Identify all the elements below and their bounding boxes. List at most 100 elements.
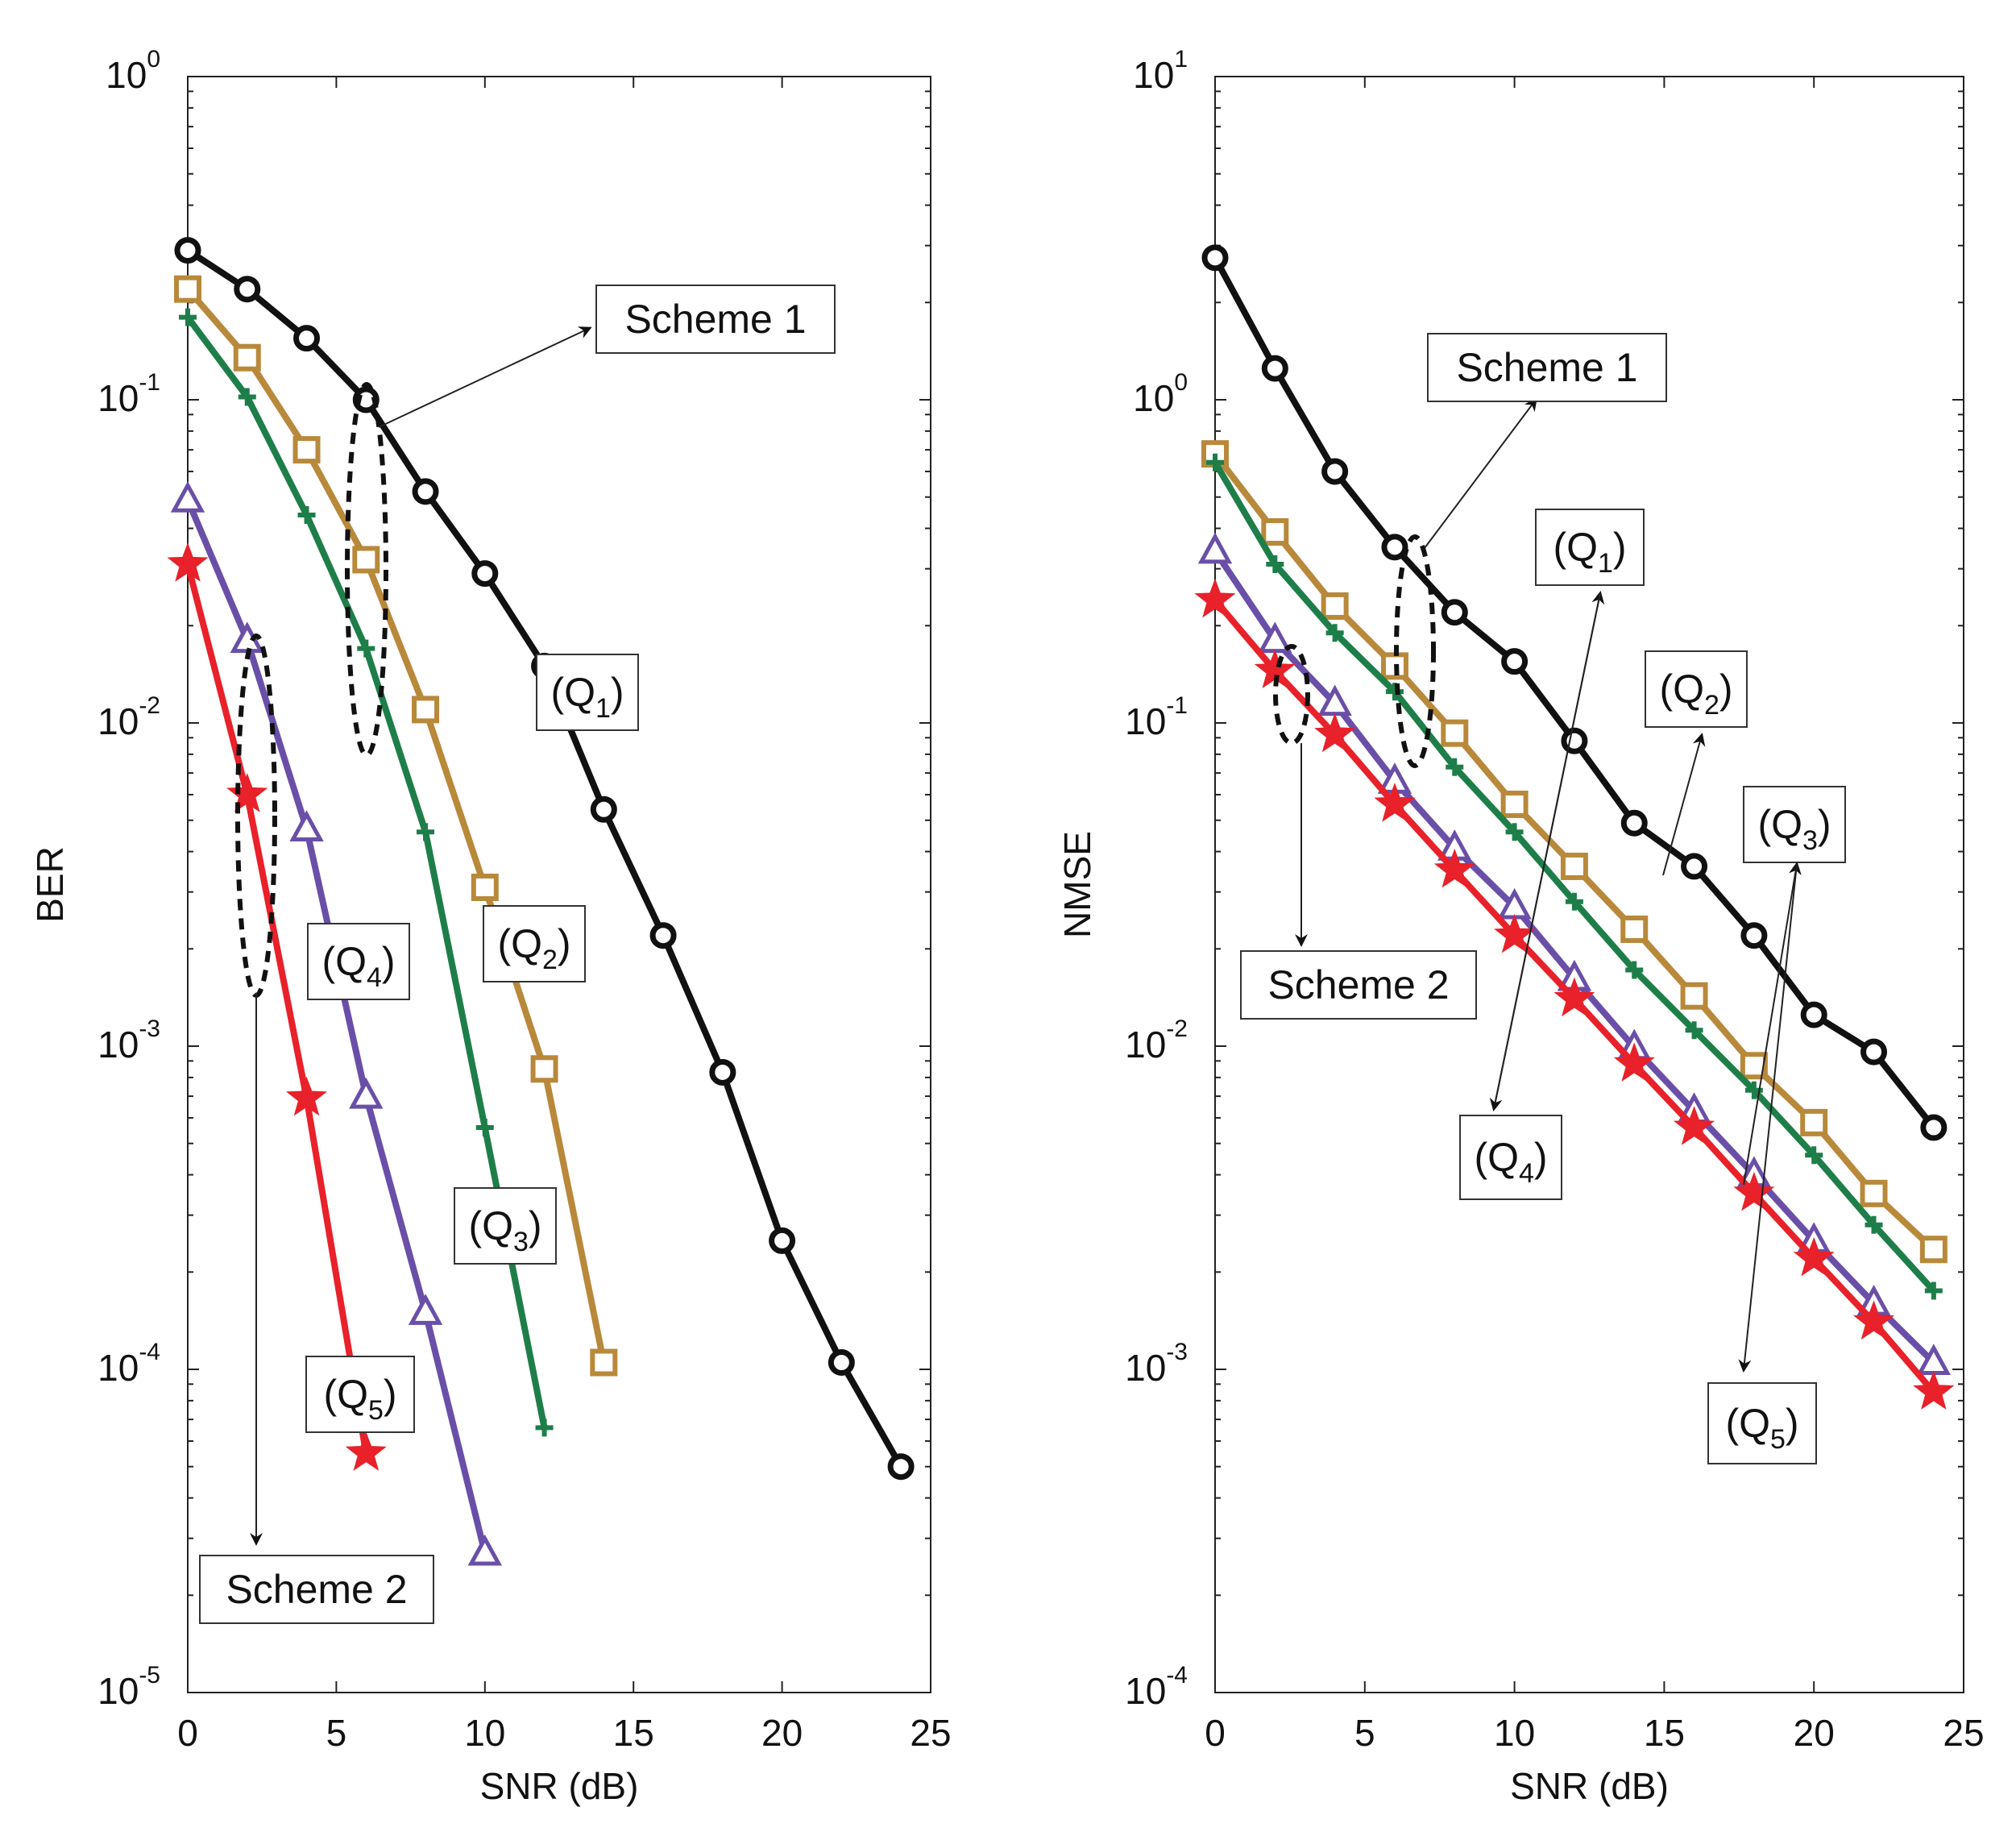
data-point-q5	[1314, 712, 1356, 753]
q4-label: (Q4)	[307, 923, 410, 1000]
data-point-q3	[297, 505, 316, 524]
data-point-q1	[828, 1349, 855, 1377]
q3-arrow	[1743, 862, 1802, 1186]
data-point-q4	[289, 810, 324, 841]
q2-label-text: (Q2)	[497, 921, 570, 975]
data-point-q3	[1505, 823, 1524, 841]
data-point-q2	[530, 1055, 558, 1083]
y-axis-title: NMSE	[1056, 831, 1098, 938]
scheme-1-label: Scheme 1	[1427, 333, 1667, 402]
nmse-chart: 0 5 10 15 20 25 10-4 10-3 10-2 10-1 100 101 SNR (dB)…	[1056, 46, 1985, 1807]
data-point-q3	[1266, 555, 1284, 573]
data-point-q5	[1673, 1106, 1715, 1145]
data-point-q2	[1441, 719, 1469, 747]
data-point-q2	[412, 696, 440, 724]
data-point-q2	[1860, 1179, 1888, 1207]
scheme-2-ellipse	[235, 633, 277, 998]
data-point-q5	[1433, 848, 1475, 888]
q5-label-box	[1707, 1382, 1817, 1464]
q1-label: (Q1)	[1535, 509, 1645, 586]
data-point-q1	[471, 560, 499, 588]
data-point-q2	[1919, 1236, 1948, 1264]
data-point-q5	[1852, 1300, 1895, 1340]
data-point-q3	[1685, 1021, 1703, 1040]
q3-label-text: (Q3)	[468, 1203, 541, 1257]
data-point-q1	[174, 237, 201, 264]
y-tick-label: 100	[1133, 369, 1188, 419]
scheme-2-label-box	[199, 1555, 434, 1624]
data-point-q1	[1681, 853, 1708, 880]
x-tick-label: 15	[1644, 1712, 1685, 1754]
data-point-q2	[174, 275, 201, 303]
data-point-q5	[1553, 977, 1595, 1017]
data-point-q3	[1446, 758, 1464, 776]
series-line-q5	[185, 560, 370, 1457]
q3-label-box	[454, 1187, 557, 1265]
data-point-q1	[1201, 244, 1229, 272]
data-point-q1	[293, 325, 321, 352]
scheme-1-ellipse	[1394, 534, 1436, 768]
data-point-q1	[412, 478, 439, 505]
q5-label-text: (Q5)	[323, 1372, 396, 1426]
series-3	[179, 308, 554, 1437]
data-point-q5	[1374, 783, 1416, 822]
data-point-q1	[887, 1453, 915, 1481]
data-point-q5	[1194, 578, 1236, 618]
data-point-q2	[1620, 915, 1649, 943]
x-tick-label: 25	[1943, 1712, 1984, 1754]
x-tick-label: 20	[1794, 1712, 1835, 1754]
ber-chart: 0 5 10 15 20 25 10-5 10-4 10-3 10-2 10-1 100 SNR (dB…	[29, 46, 952, 1807]
q3-label: (Q3)	[1743, 786, 1846, 863]
scheme-2-label: Scheme 2	[199, 1555, 434, 1624]
data-point-q2	[1680, 982, 1708, 1010]
data-point-q3	[1865, 1215, 1883, 1234]
data-point-q3	[417, 823, 435, 841]
y-tick-label: 10-1	[97, 369, 160, 419]
data-point-q5	[226, 773, 268, 812]
data-point-q2	[292, 436, 321, 464]
series-3	[1206, 453, 1943, 1300]
data-point-q5	[167, 542, 209, 582]
data-point-q2	[233, 343, 261, 372]
data-point-q3	[1385, 683, 1404, 701]
q5-label: (Q5)	[1707, 1382, 1817, 1464]
data-point-q5	[345, 1431, 387, 1471]
q3-label-text: (Q3)	[1757, 802, 1831, 856]
data-point-q3	[475, 1118, 494, 1136]
data-point-q3	[1206, 453, 1224, 471]
y-axis-title: BER	[29, 846, 71, 923]
data-point-q5	[1613, 1042, 1655, 1082]
data-point-q2	[1261, 517, 1289, 546]
series-1	[1201, 244, 1948, 1141]
data-point-q1	[649, 922, 677, 949]
q2-label: (Q2)	[1645, 650, 1748, 728]
q3-label: (Q3)	[454, 1187, 557, 1265]
data-point-q3	[1565, 892, 1583, 911]
series-5	[1194, 578, 1955, 1410]
y-tick-label: 10-3	[1125, 1339, 1188, 1389]
data-point-q1	[1620, 809, 1648, 837]
data-point-q1	[709, 1058, 736, 1086]
data-point-q2	[590, 1348, 618, 1377]
data-point-q4	[1197, 532, 1233, 564]
data-point-q5	[1793, 1236, 1835, 1277]
x-tick-label: 0	[177, 1712, 198, 1754]
series-5	[167, 542, 387, 1471]
q5-arrow	[1738, 863, 1798, 1373]
data-point-q3	[238, 388, 256, 406]
x-axis-title: SNR (dB)	[1510, 1765, 1669, 1807]
x-tick-label: 10	[1494, 1712, 1535, 1754]
scheme-1-label-text: Scheme 1	[624, 297, 806, 342]
q5-label-text: (Q5)	[1725, 1401, 1798, 1455]
data-point-q1	[1740, 922, 1768, 949]
series-2	[174, 275, 618, 1377]
series-2	[1201, 440, 1948, 1264]
y-tick-label: 10-2	[1125, 1016, 1188, 1065]
data-point-q1	[1920, 1114, 1948, 1141]
x-tick-label: 5	[326, 1712, 347, 1754]
data-point-q2	[1560, 852, 1588, 880]
y-tick-label: 10-1	[1125, 692, 1188, 742]
data-point-q1	[1261, 355, 1288, 382]
y-tick-label: 10-4	[97, 1339, 160, 1389]
